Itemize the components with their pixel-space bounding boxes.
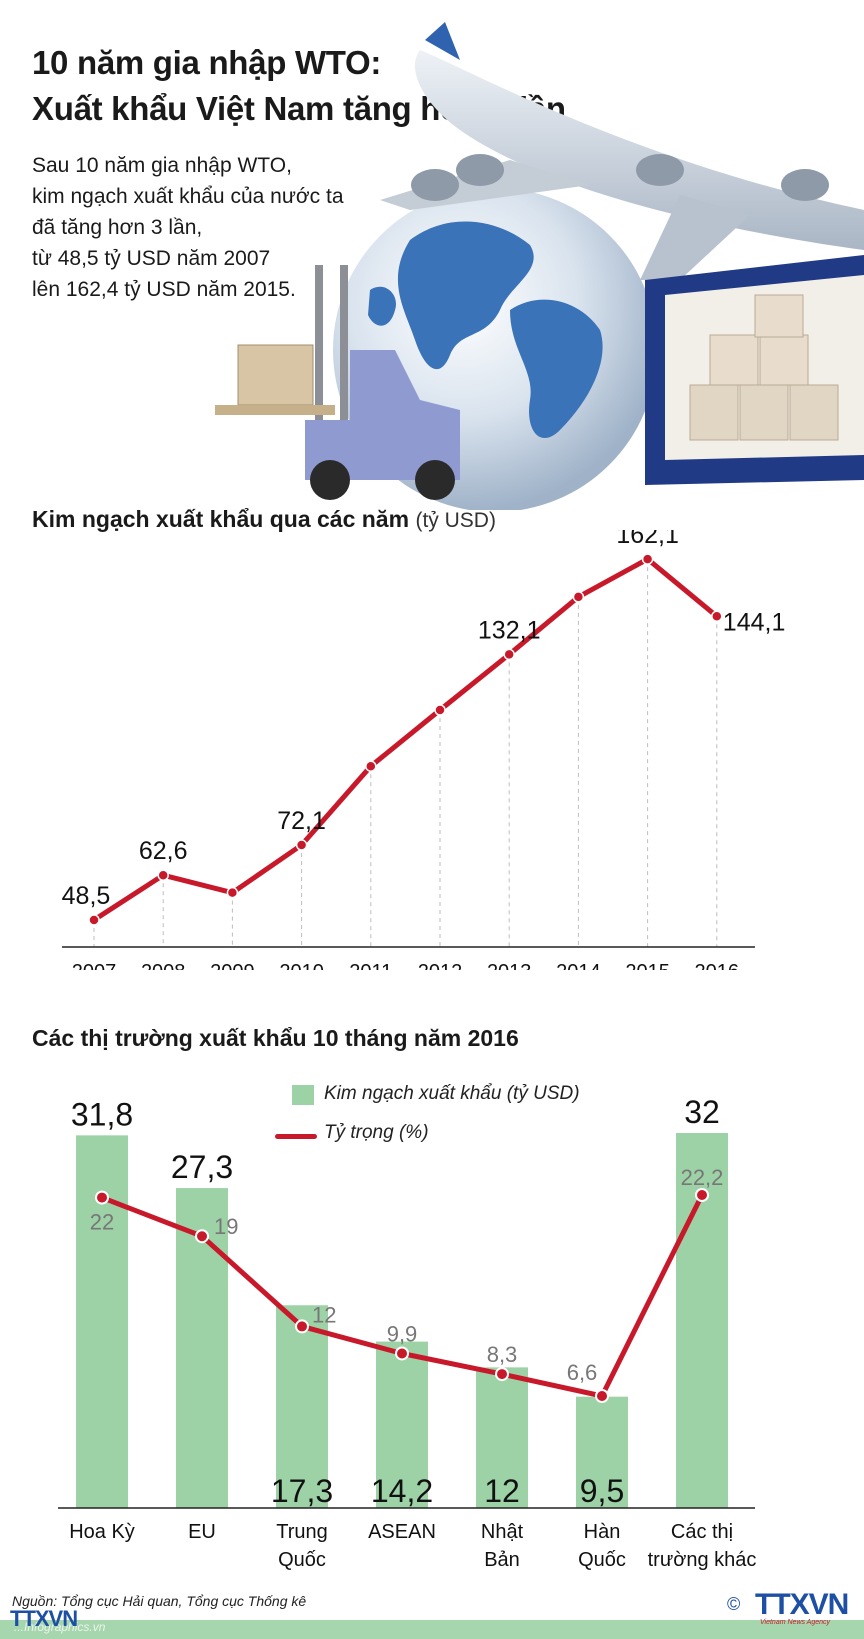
line-chart-x-tick: 2016 [695,961,740,970]
line-chart-x-tick: 2013 [487,961,532,970]
airplane-icon [380,22,864,280]
intro-text: Sau 10 năm gia nhập WTO, kim ngạch xuất … [32,150,344,305]
footer-band [0,1620,864,1639]
page-title-line-1: 10 năm gia nhập WTO: [32,44,382,81]
intro-line: lên 162,4 tỷ USD năm 2015. [32,278,296,301]
bar-chart-categories: Hoa Kỳ EU Trung Quốc ASEAN Nhật Bản Hàn Quốc Các … [69,1521,756,1571]
share-value-label: 8,3 [487,1342,518,1367]
line-chart-data-labels: 48,5 62,6 72,1 132,1 162,1 144,1 [62,530,786,910]
bar [376,1341,428,1508]
bar-value-label: 9,5 [580,1473,624,1509]
line-chart-point [434,704,446,716]
legend-bar-label: Kim ngạch xuất khẩu (tỷ USD) [324,1083,580,1104]
share-point [95,1190,109,1205]
legend-line-swatch [275,1134,317,1139]
bar-category-label: Quốc [278,1549,326,1571]
share-value-label: 22,2 [681,1165,724,1190]
intro-line: đã tăng hơn 3 lần, [32,216,203,239]
intro-line: Sau 10 năm gia nhập WTO, [32,154,292,177]
line-chart-x-tick: 2014 [556,961,601,970]
bar [476,1367,528,1508]
bar-value-label: 31,8 [71,1096,133,1132]
line-chart-x-ticks: 2007 2008 2009 2010 2011 2012 2013 2014 2015 2016… [72,961,740,970]
bar-category-label: ASEAN [368,1521,436,1543]
line-chart-data-label: 48,5 [62,882,111,910]
share-point [695,1188,709,1202]
bar-category-label: EU [188,1521,216,1543]
bar-chart-share-labels: 22 19 12 9,9 8,3 6,6 22,2 [90,1165,724,1385]
line-chart-gridlines [93,559,718,947]
line-chart-data-label: 72,1 [277,807,326,835]
line-chart-points [88,553,723,926]
share-value-label: 22 [90,1210,114,1235]
legend-line-label: Tỷ trọng (%) [324,1122,429,1143]
line-chart-point [641,553,654,565]
share-point [495,1367,509,1382]
line-chart-series-line [91,556,720,923]
line-chart-point [88,914,100,926]
intro-line: từ 48,5 tỷ USD năm 2007 [32,247,271,270]
line-chart-point [572,591,585,603]
share-point [395,1346,409,1361]
container-icon [645,255,864,485]
intro-line: kim ngạch xuất khẩu của nước ta [32,185,344,208]
line-chart-x-tick: 2008 [141,961,186,970]
share-point [195,1229,209,1244]
ttxvn-logo-right: TTXVN [755,1588,849,1621]
line-chart-point [295,839,308,851]
ttxvn-logo-left: TTXVN [10,1606,78,1631]
line-chart-x-tick: 2010 [279,961,324,970]
bar-value-label: 27,3 [171,1149,233,1185]
share-value-label: 9,9 [387,1321,418,1346]
bar [276,1305,328,1508]
share-value-label: 12 [312,1302,336,1327]
bar-category-label: trường khác [648,1549,757,1571]
bar-value-label: 17,3 [271,1473,333,1509]
copyright-icon: © [727,1594,741,1614]
line-chart-title-text: Kim ngạch xuất khẩu qua các năm [32,506,410,532]
line-chart-x-tick: 2007 [72,961,117,970]
bar-chart-share-points [95,1188,709,1403]
bar-category-label: Hàn [584,1521,621,1543]
bar-line-chart: 31,827,317,3 14,2 12 9,532 22 19129,98,36,62… [58,1094,756,1571]
line-chart-data-label: 62,6 [139,837,188,865]
share-point [595,1389,609,1403]
bar-category-label: Bản [484,1549,520,1571]
line-chart-data-label: 162,1 [616,530,679,549]
line-chart-data-label: 132,1 [478,616,541,644]
bar-chart-bar-labels: 31,8 27,3 17,3 14,2 12 9,5 32 [71,1094,720,1509]
forklift-icon [215,265,460,500]
share-value-label: 19 [214,1214,238,1239]
bar [576,1396,628,1508]
legend-bar-swatch [292,1085,314,1105]
bar-value-label: 12 [484,1473,520,1509]
bar-category-label: Nhật [481,1521,524,1543]
line-chart-point [503,648,515,661]
line-chart-title: Kim ngạch xuất khẩu qua các năm (tỷ USD) [32,506,496,533]
line-chart-x-tick: 2015 [625,961,670,970]
share-point [295,1319,309,1334]
bar-value-label: 14,2 [371,1473,433,1509]
line-chart: 2007 2008 2009 2010 2011 2012 2013 2014 2015 2016… [62,530,786,970]
line-chart-x-tick: 2009 [210,961,255,970]
line-chart-point [226,886,239,899]
bar-chart-title: Các thị trường xuất khẩu 10 tháng năm 20… [32,1025,519,1051]
site-link[interactable]: ...Infographics.vn [14,1620,106,1634]
bar-value-label: 32 [684,1094,720,1130]
share-value-label: 6,6 [567,1360,598,1385]
bar-category-label: Các thị [671,1521,733,1543]
line-chart-x-tick: 2012 [418,961,463,970]
line-chart-data-label: 144,1 [723,608,786,636]
source-note: Nguồn: Tổng cục Hải quan, Tổng cục Thống… [12,1593,307,1609]
ttxvn-logo-subtitle: Vietnam News Agency [760,1619,831,1626]
line-chart-x-tick: 2011 [349,961,392,970]
line-chart-point [365,760,377,772]
line-chart-unit: (tỷ USD) [415,509,496,532]
bar-category-label: Hoa Kỳ [69,1521,135,1543]
line-chart-point [711,610,723,623]
bar-category-label: Quốc [578,1549,626,1571]
line-chart-point [157,869,169,881]
trade-illustration [215,22,864,510]
bar-category-label: Trung [276,1521,328,1543]
